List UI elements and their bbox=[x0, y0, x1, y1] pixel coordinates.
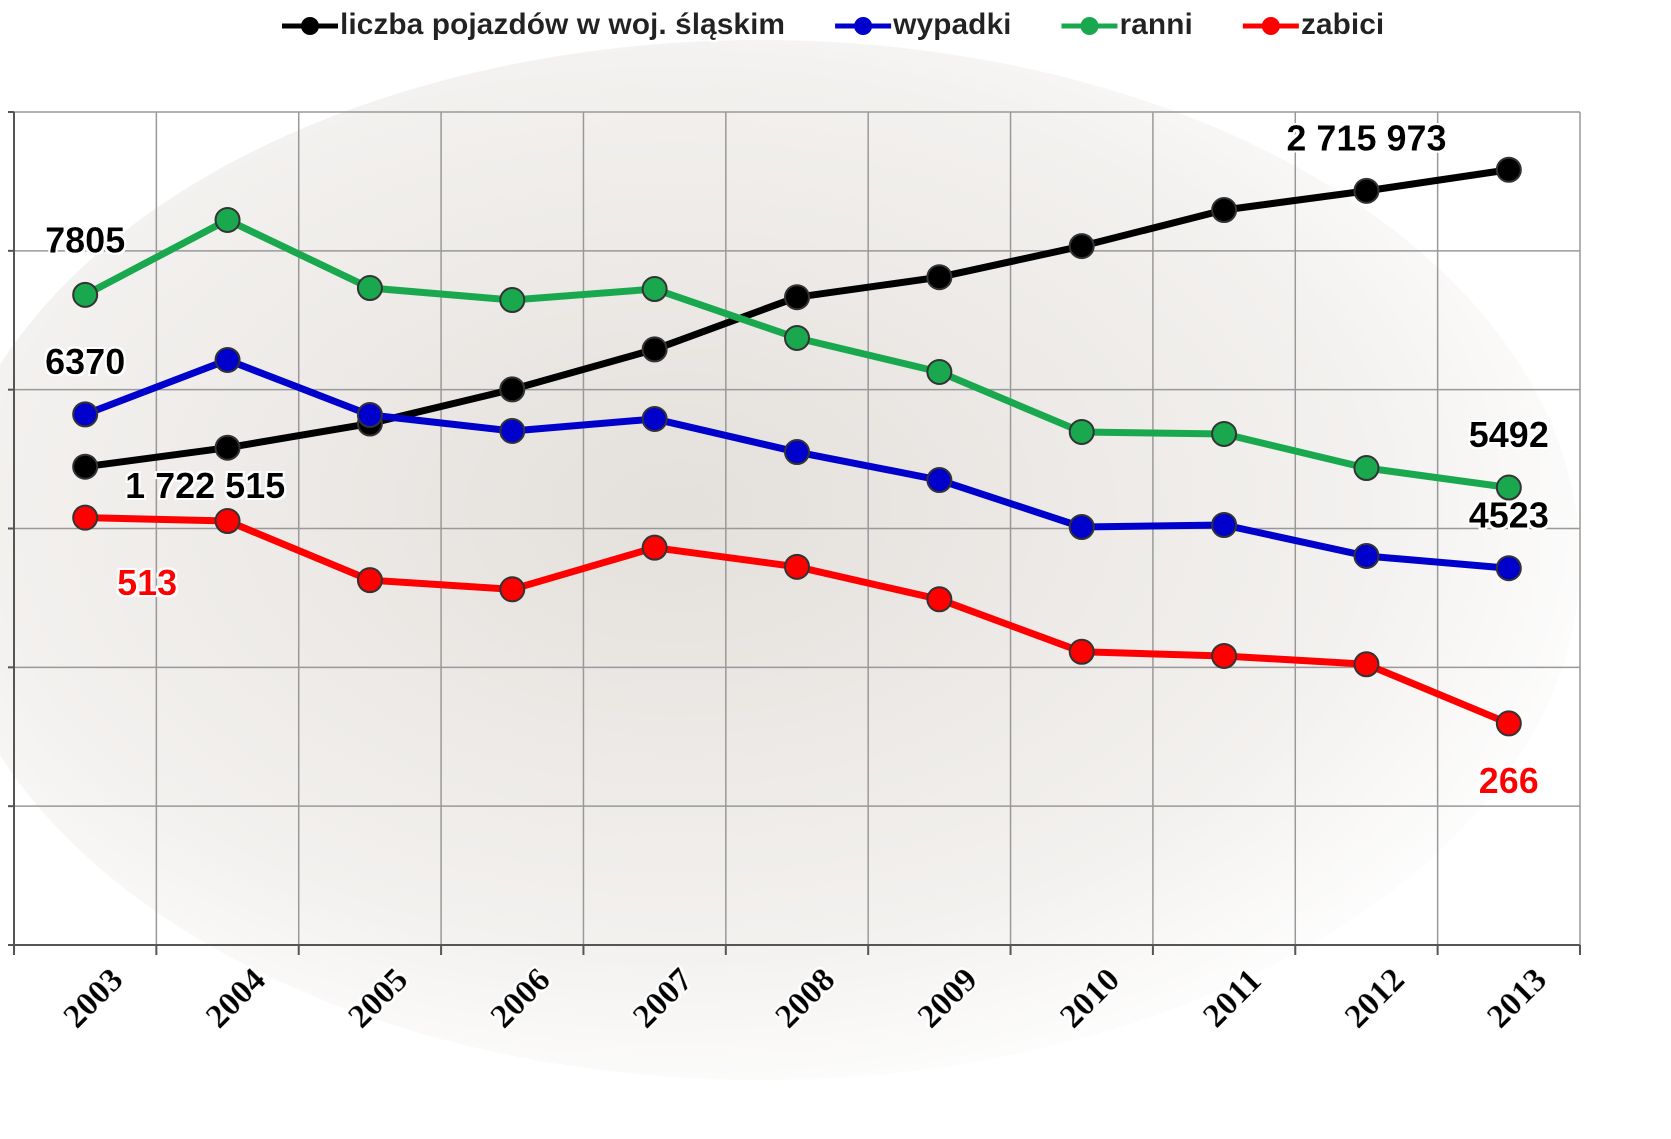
data-point bbox=[1070, 420, 1094, 444]
data-point bbox=[1497, 556, 1521, 580]
data-point bbox=[1212, 198, 1236, 222]
data-point bbox=[927, 468, 951, 492]
x-tick-label: 2013 bbox=[1480, 961, 1554, 1035]
data-point bbox=[73, 283, 97, 307]
chart: 2003200420052006200720082009201020112012… bbox=[0, 0, 1671, 1134]
data-point bbox=[358, 276, 382, 300]
data-point bbox=[73, 506, 97, 530]
data-label: 2 715 973 bbox=[1286, 117, 1446, 158]
data-label: 1 722 515 bbox=[125, 465, 285, 506]
page: 2003200420052006200720082009201020112012… bbox=[0, 0, 1671, 1134]
legend-item: wypadki bbox=[835, 8, 1011, 41]
legend-item: ranni bbox=[1061, 8, 1192, 41]
legend-label: liczba pojazdów w woj. śląskim bbox=[340, 8, 785, 41]
data-point bbox=[785, 555, 809, 579]
data-point bbox=[73, 455, 97, 479]
data-point bbox=[1354, 179, 1378, 203]
legend-label: zabici bbox=[1301, 8, 1384, 41]
data-point bbox=[500, 577, 524, 601]
data-point bbox=[73, 402, 97, 426]
data-point bbox=[1212, 513, 1236, 537]
legend-marker bbox=[1262, 17, 1280, 35]
data-point bbox=[500, 419, 524, 443]
legend-label: wypadki bbox=[892, 8, 1011, 41]
data-point bbox=[500, 377, 524, 401]
data-point bbox=[1354, 544, 1378, 568]
data-point bbox=[216, 348, 240, 372]
data-point bbox=[927, 265, 951, 289]
data-point bbox=[1354, 456, 1378, 480]
data-point bbox=[927, 360, 951, 384]
x-tick-label: 2003 bbox=[56, 961, 130, 1035]
data-point bbox=[1497, 711, 1521, 735]
data-point bbox=[785, 440, 809, 464]
data-point bbox=[643, 277, 667, 301]
data-label: 7805 bbox=[45, 219, 125, 260]
data-point bbox=[1212, 644, 1236, 668]
data-label: 513 bbox=[117, 562, 177, 603]
data-point bbox=[1070, 640, 1094, 664]
legend-marker bbox=[854, 17, 872, 35]
legend-item: liczba pojazdów w woj. śląskim bbox=[282, 8, 785, 41]
data-point bbox=[358, 403, 382, 427]
data-point bbox=[500, 288, 524, 312]
data-point bbox=[1212, 422, 1236, 446]
data-label: 5492 bbox=[1469, 414, 1549, 455]
data-point bbox=[643, 536, 667, 560]
data-point bbox=[1070, 515, 1094, 539]
data-point bbox=[1497, 158, 1521, 182]
data-point bbox=[1354, 652, 1378, 676]
data-point bbox=[216, 509, 240, 533]
data-point bbox=[216, 436, 240, 460]
data-label: 4523 bbox=[1469, 495, 1549, 536]
data-point bbox=[785, 326, 809, 350]
data-point bbox=[927, 587, 951, 611]
legend-label: ranni bbox=[1119, 8, 1192, 41]
legend-item: zabici bbox=[1243, 8, 1384, 41]
data-point bbox=[643, 337, 667, 361]
data-label: 266 bbox=[1479, 760, 1539, 801]
data-point bbox=[216, 208, 240, 232]
data-point bbox=[1070, 234, 1094, 258]
data-label: 6370 bbox=[45, 341, 125, 382]
data-point bbox=[785, 285, 809, 309]
x-tick-label: 2012 bbox=[1337, 961, 1411, 1035]
data-point bbox=[358, 568, 382, 592]
data-point bbox=[1497, 476, 1521, 500]
legend-marker bbox=[301, 17, 319, 35]
legend-marker bbox=[1080, 17, 1098, 35]
data-point bbox=[643, 407, 667, 431]
